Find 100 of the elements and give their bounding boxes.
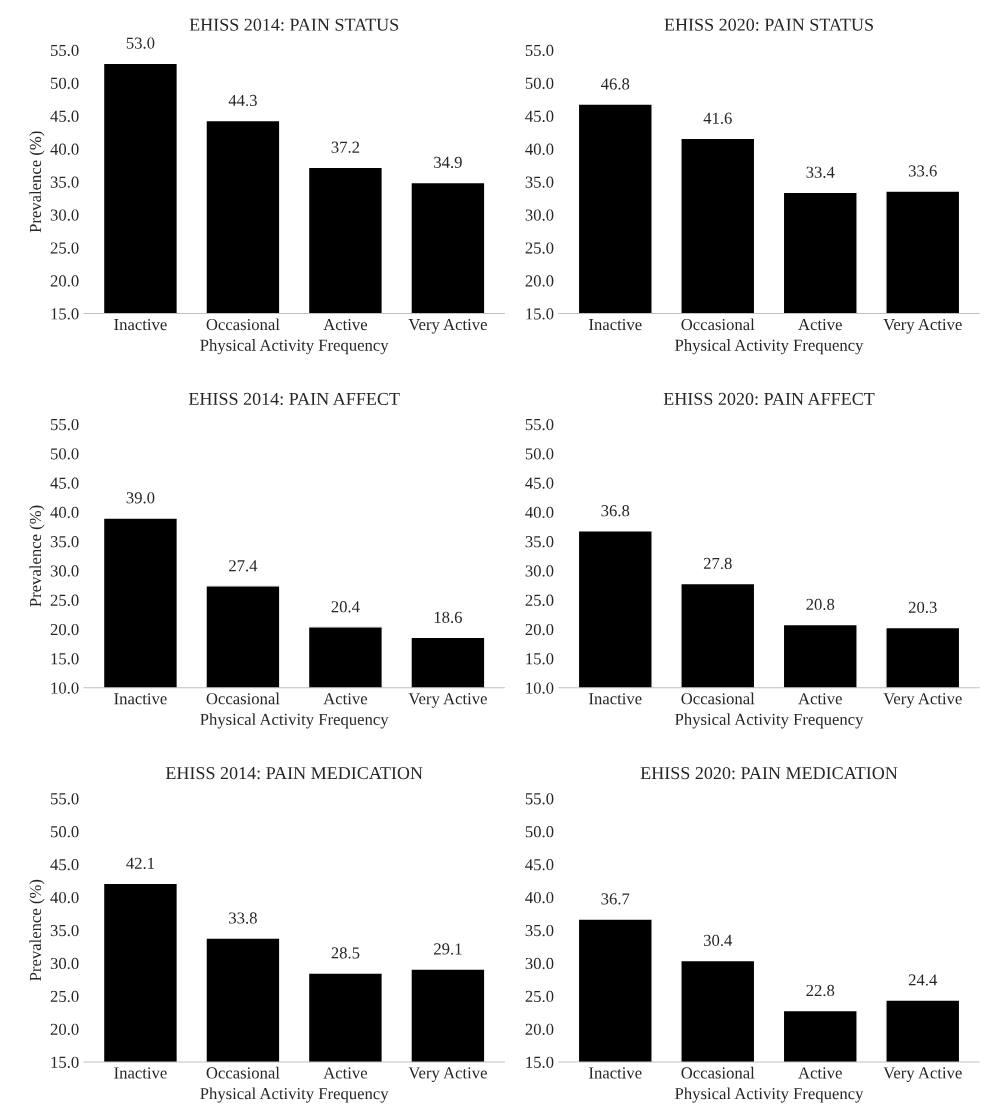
y-tick-label: 20.0 [525,623,554,636]
y-tick-label: 55.0 [51,418,79,431]
x-tick-label: Occasional [206,318,280,331]
y-tick-label: 15.0 [526,308,554,320]
y-tick-label: 35.0 [525,924,554,937]
y-tick-label: 20.0 [50,623,79,636]
data-label: 33.6 [908,165,937,177]
data-label: 42.1 [126,857,155,869]
y-tick-label: 30.0 [525,209,554,221]
y-tick-label: 35.0 [50,176,79,188]
x-axis-title: Physical Activity Frequency [200,713,389,729]
y-tick-label: 15.0 [526,653,554,665]
x-tick-label: Very Active [883,318,962,334]
x-tick-label: Inactive [589,693,642,705]
y-tick-label: 25.0 [525,594,554,606]
y-tick-label: 50.0 [525,826,554,838]
y-tick-label: 50.0 [525,448,554,460]
y-tick-label: 50.0 [525,77,554,89]
y-tick-label: 15.0 [51,653,79,665]
data-label: 22.8 [806,984,835,997]
y-tick-label: 10.0 [51,682,79,694]
x-axis-title: Physical Activity Frequency [675,339,864,355]
y-tick-label: 40.0 [50,143,79,155]
y-tick-label: 20.0 [50,275,79,287]
y-tick-label: 55.0 [51,44,79,57]
y-tick-label: 45.0 [50,477,79,489]
chart-title: EHISS 2020: PAIN MEDICATION [640,766,898,780]
x-tick-label: Very Active [408,1067,487,1082]
data-label: 34.9 [434,156,462,169]
y-tick-label: 40.0 [525,143,554,155]
data-label: 24.4 [908,974,938,986]
y-tick-label: 45.0 [50,110,79,122]
x-tick-label: Active [798,318,842,331]
x-tick-label: Inactive [589,318,642,331]
y-axis-title: Prevalence (%) [29,131,45,233]
x-tick-label: Inactive [589,1067,642,1079]
y-tick-label: 30.0 [50,209,79,221]
data-label: 20.4 [331,601,360,613]
y-tick-label: 40.0 [50,891,79,904]
x-tick-label: Active [323,693,368,705]
x-tick-label: Very Active [883,1067,962,1082]
data-label: 29.1 [434,943,462,955]
y-tick-label: 30.0 [525,565,554,577]
y-tick-label: 20.0 [525,275,554,287]
y-tick-label: 40.0 [525,891,554,904]
y-tick-label: 50.0 [51,448,79,460]
y-tick-label: 50.0 [51,826,79,838]
y-tick-label: 35.0 [525,176,554,188]
data-label: 41.6 [703,112,732,124]
chart-title: EHISS 2014: PAIN AFFECT [188,392,400,406]
y-tick-label: 55.0 [51,793,79,805]
y-tick-label: 15.0 [51,308,79,320]
x-tick-label: Occasional [681,318,755,331]
y-tick-label: 20.0 [525,1023,554,1036]
y-tick-label: 30.0 [50,957,79,970]
y-tick-label: 30.0 [525,957,554,970]
data-label: 20.8 [806,598,835,611]
data-label: 46.8 [601,78,630,90]
x-tick-label: Inactive [114,693,167,705]
y-tick-label: 25.0 [50,242,79,254]
y-tick-label: 30.0 [50,565,79,577]
data-label: 53.0 [126,37,155,49]
data-label: 27.8 [703,557,732,570]
y-tick-label: 25.0 [50,594,79,606]
data-label: 44.3 [228,94,257,107]
chart-title: EHISS 2014: PAIN STATUS [189,18,399,31]
data-label: 33.8 [229,912,257,924]
data-label: 37.2 [331,141,360,153]
data-label: 36.7 [601,893,630,905]
x-tick-label: Very Active [408,318,487,334]
y-tick-label: 40.0 [50,506,79,519]
data-label: 27.4 [229,560,258,572]
x-tick-label: Occasional [206,1066,280,1079]
x-tick-label: Occasional [206,692,280,705]
x-tick-label: Active [323,1067,368,1079]
x-axis-title: Physical Activity Frequency [200,339,389,355]
y-tick-label: 50.0 [51,77,79,89]
x-tick-label: Occasional [681,1066,755,1079]
x-tick-label: Inactive [114,1067,167,1079]
data-label: 39.0 [126,492,155,504]
y-tick-label: 25.0 [525,990,554,1003]
x-tick-label: Active [323,318,368,331]
data-label: 20.3 [908,601,937,614]
y-tick-label: 55.0 [525,44,554,57]
x-tick-label: Inactive [114,318,167,331]
x-tick-label: Very Active [883,693,962,708]
x-tick-label: Occasional [681,692,755,705]
data-label: 18.6 [434,611,462,623]
y-tick-label: 15.0 [51,1056,79,1068]
y-tick-label: 10.0 [526,682,554,694]
y-tick-label: 45.0 [525,859,554,871]
y-axis-title: Prevalence (%) [29,879,45,981]
chart-title: EHISS 2020: PAIN AFFECT [663,392,875,406]
x-tick-label: Active [798,693,842,705]
x-axis-title: Physical Activity Frequency [200,1087,389,1103]
y-tick-label: 35.0 [525,536,554,548]
x-axis-title: Physical Activity Frequency [675,1087,864,1103]
chart-title: EHISS 2020: PAIN STATUS [664,18,873,31]
x-tick-label: Very Active [408,693,487,708]
x-axis-title: Physical Activity Frequency [675,713,864,729]
